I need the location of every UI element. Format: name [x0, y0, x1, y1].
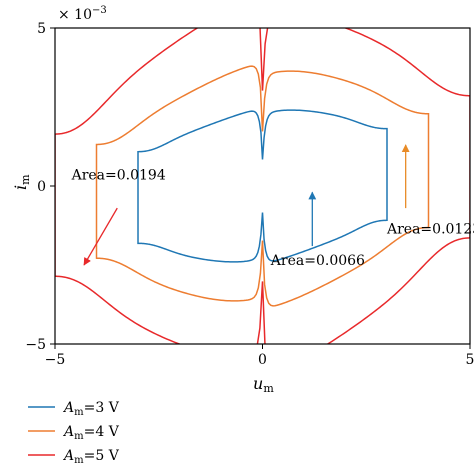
series-line-2 [95, 65, 430, 307]
annotation-arrow-1 [83, 207, 118, 266]
annotations-layer: Area=0.0194 Area=0.0066 Area=0.0123 [71, 144, 474, 269]
y-tick-label: −5 [25, 337, 46, 353]
series-line-3 [55, 28, 470, 344]
y-multiplier: × 10−3 [58, 5, 107, 23]
x-tick-label: 0 [258, 352, 267, 368]
y-axis-label: im [11, 174, 32, 190]
annotation-label-2: Area=0.0066 [270, 253, 365, 269]
annotation-label-3: Area=0.0123 [386, 221, 474, 237]
legend: Am=3 V Am=4 V Am=5 V [28, 400, 120, 466]
x-axis-label-sub: m [263, 382, 274, 395]
x-tick-label: 5 [466, 352, 474, 368]
y-tick-label: 5 [37, 21, 46, 37]
legend-label-1: Am=3 V [62, 400, 120, 418]
y-multiplier-exponent: −3 [92, 5, 107, 16]
annotation-label-1: Area=0.0194 [71, 168, 166, 184]
legend-label-2: Am=4 V [62, 424, 120, 442]
series-line-1 [137, 109, 388, 263]
ticks-layer: −5 0 5 −5 0 5 [25, 21, 474, 368]
legend-label-3: Am=5 V [62, 448, 120, 466]
y-axis-label-sub: m [19, 174, 32, 185]
x-axis-label: um [253, 374, 274, 395]
series-layer [55, 28, 470, 344]
x-tick-label: −5 [45, 352, 66, 368]
y-tick-label: 0 [37, 179, 46, 195]
